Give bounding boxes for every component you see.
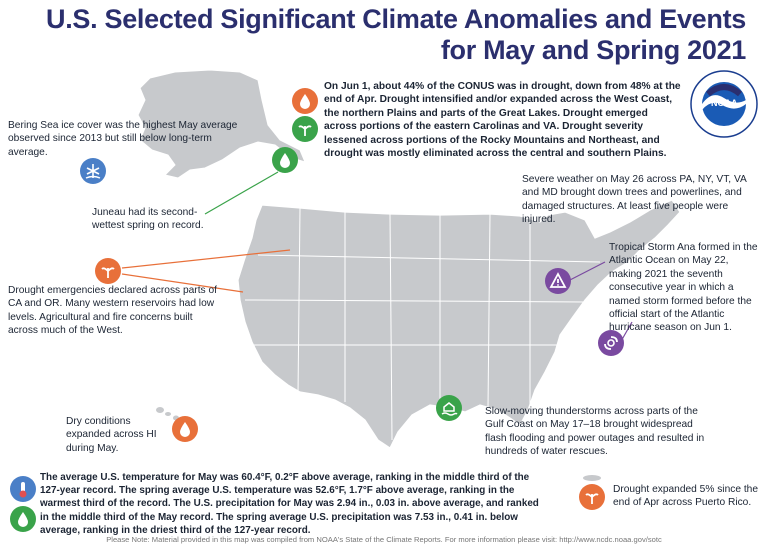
tropical-storm-icon	[598, 330, 624, 356]
noaa-logo-text: NOAA	[711, 98, 738, 108]
tropical-storm-annotation: Tropical Storm Ana formed in the Atlanti…	[609, 242, 758, 334]
hawaii-annotation: Dry conditions expanded across HI during…	[66, 416, 157, 454]
puerto-rico-annotation: Drought expanded 5% since the end of Apr…	[613, 484, 758, 509]
bering-ice-icon	[80, 158, 106, 184]
alaska-shape	[137, 69, 306, 179]
severe-weather-annotation: Severe weather on May 26 across PA, NY, …	[522, 174, 747, 226]
gulf-flood-icon	[436, 395, 462, 421]
map-title-line2: for May and Spring 2021	[440, 35, 746, 65]
juneau-annotation: Juneau had its second-wettest spring on …	[92, 207, 204, 232]
precipitation-icon	[10, 506, 36, 532]
drought-conus-icon	[292, 88, 318, 114]
conus-shape	[237, 199, 681, 449]
bering-annotation: Bering Sea ice cover was the highest May…	[8, 120, 238, 158]
juneau-wet-icon	[272, 147, 298, 173]
puerto-rico-shape	[583, 475, 601, 481]
drought-conus-annotation: On Jun 1, about 44% of the CONUS was in …	[324, 81, 681, 160]
gulf-annotation: Slow-moving thunderstorms across parts o…	[485, 406, 705, 458]
west-drought-annotation: Drought emergencies declared across part…	[8, 285, 217, 337]
hawaii-drought-icon	[172, 416, 198, 442]
west-drought-icon	[95, 258, 121, 284]
puerto-rico-drought-icon	[579, 484, 605, 510]
noaa-logo: NOAA	[690, 70, 758, 138]
temperature-precip-annotation: The average U.S. temperature for May was…	[40, 472, 539, 536]
wet-conus-icon	[292, 116, 318, 142]
severe-weather-icon	[545, 268, 571, 294]
temperature-icon	[10, 476, 36, 502]
map-title-line1: U.S. Selected Significant Climate Anomal…	[46, 4, 746, 34]
footnote: Please Note: Material provided in this m…	[106, 535, 662, 544]
